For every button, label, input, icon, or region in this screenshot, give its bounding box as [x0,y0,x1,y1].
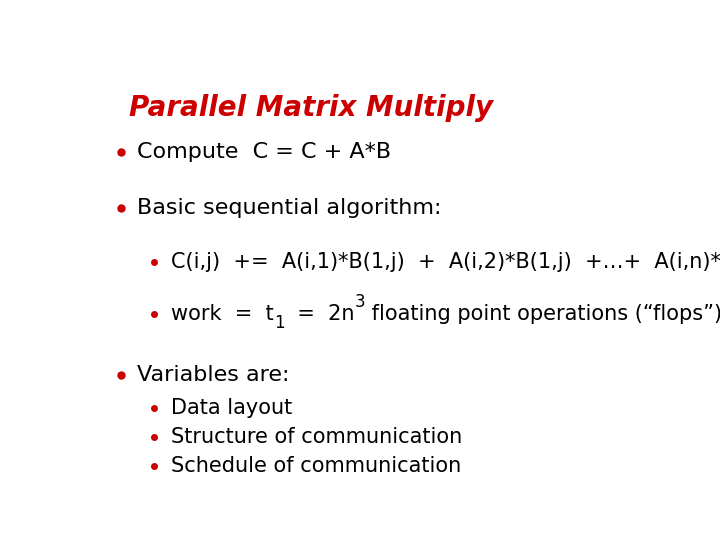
Text: =  2n: = 2n [284,304,355,325]
Text: Structure of communication: Structure of communication [171,427,462,447]
Text: floating point operations (“flops”): floating point operations (“flops”) [366,304,720,325]
Text: Compute  C = C + A*B: Compute C = C + A*B [138,142,392,162]
Text: Data layout: Data layout [171,398,292,418]
Text: work  =  t: work = t [171,304,274,325]
Text: 3: 3 [355,293,366,311]
Text: Basic sequential algorithm:: Basic sequential algorithm: [138,198,442,218]
Text: C(i,j)  +=  A(i,1)*B(1,j)  +  A(i,2)*B(1,j)  +…+  A(i,n)*B(n,j): C(i,j) += A(i,1)*B(1,j) + A(i,2)*B(1,j) … [171,252,720,272]
Text: Schedule of communication: Schedule of communication [171,456,461,476]
Text: Variables are:: Variables are: [138,364,290,384]
Text: Parallel Matrix Multiply: Parallel Matrix Multiply [129,94,493,122]
Text: 1: 1 [274,314,284,333]
